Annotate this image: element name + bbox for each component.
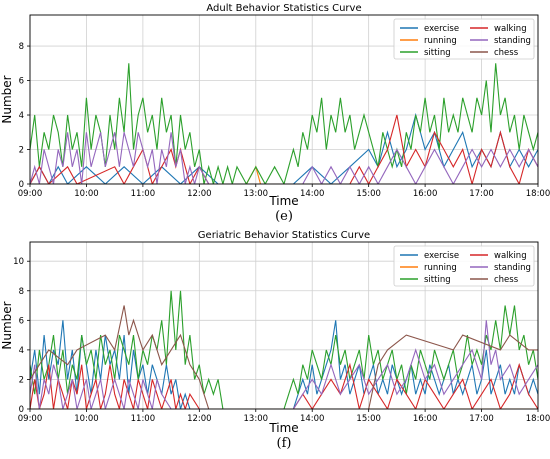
y-tick-label: 2: [19, 375, 24, 385]
x-tick-label: 17:00: [469, 414, 494, 424]
legend-label-sitting: sitting: [424, 275, 451, 285]
x-tick-label: 09:00: [18, 189, 43, 199]
x-tick-label: 12:00: [187, 414, 212, 424]
legend-label-standing: standing: [494, 36, 531, 46]
legend-label-standing: standing: [494, 263, 531, 273]
y-tick-label: 4: [19, 111, 24, 121]
y-axis-label: Number: [0, 75, 14, 123]
plot-frame: [29, 14, 539, 185]
y-tick-label: 6: [19, 77, 24, 87]
plot-frame: [29, 241, 539, 410]
panel-caption: (e): [275, 209, 293, 224]
x-tick-label: 11:00: [131, 189, 156, 199]
legend-box: [393, 18, 535, 60]
legend-label-walking: walking: [494, 24, 527, 34]
panel-caption: (f): [277, 436, 292, 451]
y-tick-label: 8: [19, 42, 24, 52]
legend-label-running: running: [424, 263, 457, 273]
chart-title: Geriatric Behavior Statistics Curve: [198, 230, 370, 241]
series-line-sitting: [30, 63, 538, 184]
legend-label-chess: chess: [494, 48, 519, 58]
series-line-chess: [30, 305, 538, 409]
x-tick-label: 10:00: [74, 189, 99, 199]
series-line-walking: [30, 114, 538, 184]
x-tick-label: 18:00: [526, 189, 550, 199]
x-tick-label: 16:00: [413, 414, 438, 424]
legend: exercise running sitting walking standing che…: [393, 18, 535, 60]
chart-title: Adult Behavior Statistics Curve: [206, 3, 361, 14]
legend-label-running: running: [424, 36, 457, 46]
series-line-walking: [30, 362, 538, 409]
x-tick-label: 10:00: [74, 414, 99, 424]
x-tick-label: 12:00: [187, 189, 212, 199]
y-axis-label: Number: [0, 301, 14, 349]
y-tick-label: 0: [19, 405, 24, 415]
chart-panel-e: Adult Behavior Statistics Curve 09:00 10:0…: [0, 3, 550, 224]
chart-panel-f: Geriatric Behavior Statistics Curve 09:00…: [0, 230, 550, 451]
y-tick-label: 10: [13, 257, 24, 267]
legend-label-chess: chess: [494, 275, 519, 285]
legend-label-exercise: exercise: [424, 24, 459, 34]
legend: exercise running sitting walking standing che…: [393, 245, 535, 287]
y-tick-label: 8: [19, 287, 24, 297]
y-tick-label: 0: [19, 180, 24, 190]
legend-label-sitting: sitting: [424, 48, 451, 58]
x-tick-label: 16:00: [413, 189, 438, 199]
x-tick-label: 13:00: [244, 189, 269, 199]
x-tick-label: 15:00: [356, 189, 381, 199]
series-line-standing: [30, 132, 538, 184]
legend-box: [393, 245, 535, 287]
x-tick-label: 13:00: [244, 414, 269, 424]
y-tick-label: 2: [19, 146, 24, 156]
series-line-exercise: [30, 320, 538, 409]
x-tick-label: 18:00: [526, 414, 550, 424]
x-tick-label: 14:00: [300, 189, 325, 199]
x-tick-label: 11:00: [131, 414, 156, 424]
x-axis-label: Time: [268, 194, 298, 208]
x-tick-label: 17:00: [469, 189, 494, 199]
x-tick-label: 09:00: [18, 414, 43, 424]
x-tick-label: 14:00: [300, 414, 325, 424]
series-line-standing: [30, 320, 538, 409]
y-tick-label: 4: [19, 346, 24, 356]
x-tick-label: 15:00: [356, 414, 381, 424]
legend-label-walking: walking: [494, 251, 527, 261]
legend-label-exercise: exercise: [424, 251, 459, 261]
x-axis-label: Time: [268, 421, 298, 435]
y-tick-label: 6: [19, 316, 24, 326]
